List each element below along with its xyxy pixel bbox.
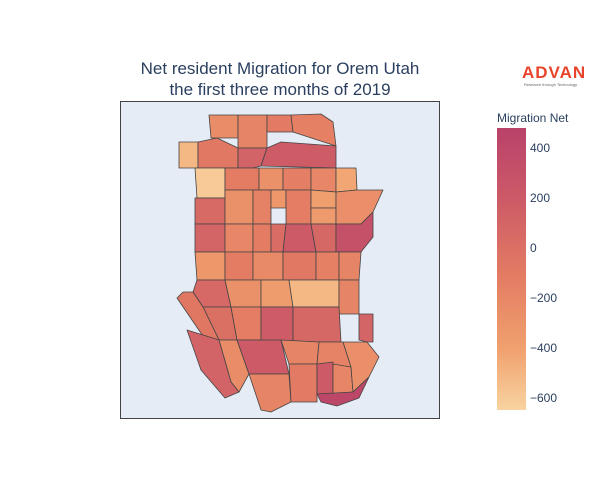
map-region[interactable] — [258, 167, 284, 191]
map-region[interactable] — [315, 251, 340, 281]
map-region[interactable] — [260, 279, 294, 308]
map-region[interactable] — [252, 189, 272, 225]
advan-logo: ADVAN Research through Technology — [522, 63, 598, 88]
map-region[interactable] — [197, 137, 239, 169]
map-region[interactable] — [224, 189, 254, 225]
map-region[interactable] — [282, 223, 317, 253]
colorbar-tick-label: −200 — [530, 290, 558, 305]
map-region[interactable] — [194, 223, 226, 253]
map-region[interactable] — [252, 223, 272, 253]
map-region[interactable] — [316, 376, 370, 407]
map-region[interactable] — [224, 251, 254, 281]
map-region[interactable] — [338, 279, 360, 315]
map-region[interactable] — [292, 306, 342, 343]
map-region[interactable] — [252, 251, 284, 281]
map-region[interactable] — [332, 363, 354, 395]
map-region[interactable] — [285, 189, 312, 225]
logo-brand: ADVAN — [522, 63, 587, 82]
chart-title: Net resident Migration for Orem Utah the… — [100, 58, 460, 100]
choropleth-map[interactable] — [121, 102, 440, 419]
colorbar-tick-label: −400 — [530, 340, 558, 355]
map-region[interactable] — [248, 373, 292, 413]
colorbar — [497, 128, 526, 410]
colorbar-title: Migration Net — [497, 111, 569, 125]
map-region[interactable] — [310, 189, 337, 209]
map-region[interactable] — [178, 141, 200, 169]
map-region[interactable] — [310, 207, 337, 225]
map-region[interactable] — [282, 167, 312, 191]
map-region[interactable] — [310, 167, 337, 193]
colorbar-tick-label: 400 — [530, 140, 551, 155]
map-region[interactable] — [260, 141, 337, 169]
map-region[interactable] — [194, 197, 226, 225]
logo-tagline: Research through Technology — [524, 82, 578, 87]
map-region[interactable] — [358, 313, 374, 343]
map-region[interactable] — [224, 279, 262, 308]
map-region[interactable] — [237, 147, 268, 169]
map-region[interactable] — [335, 189, 384, 225]
colorbar-tick-label: 0 — [530, 240, 537, 255]
map-region[interactable] — [280, 339, 320, 365]
map-region[interactable] — [208, 114, 239, 139]
map-region[interactable] — [290, 113, 337, 147]
map-region[interactable] — [316, 361, 334, 395]
map-plot-area[interactable] — [120, 101, 440, 419]
map-region[interactable] — [237, 114, 268, 149]
chart-title-line-2: the first three months of 2019 — [169, 80, 391, 99]
colorbar-tick-label: 200 — [530, 190, 551, 205]
map-region[interactable] — [266, 114, 294, 133]
map-region[interactable] — [224, 223, 254, 253]
map-region[interactable] — [270, 189, 287, 209]
chart-title-line-1: Net resident Migration for Orem Utah — [140, 59, 420, 78]
map-region[interactable] — [288, 279, 340, 308]
map-region[interactable] — [194, 251, 226, 281]
map-region[interactable] — [288, 363, 318, 403]
map-region[interactable] — [260, 306, 294, 343]
map-region[interactable] — [335, 167, 358, 193]
map-region[interactable] — [194, 167, 226, 199]
map-region[interactable] — [282, 251, 317, 281]
map-region[interactable] — [338, 251, 362, 281]
map-region[interactable] — [186, 329, 240, 399]
map-region[interactable] — [224, 167, 260, 191]
colorbar-tick-label: −600 — [530, 390, 558, 405]
